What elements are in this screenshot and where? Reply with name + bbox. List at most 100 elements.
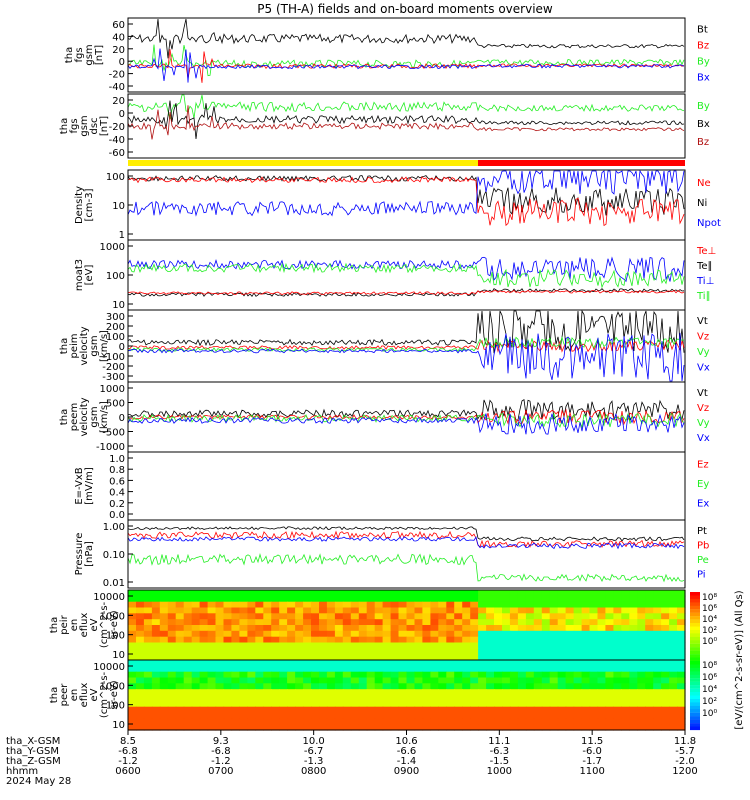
y-tick-label: 1000 bbox=[100, 242, 125, 253]
spectrogram-cell bbox=[223, 660, 233, 667]
spectrogram-cell bbox=[191, 706, 201, 714]
spectrogram-cell bbox=[414, 677, 424, 684]
spectrogram-cell bbox=[549, 689, 559, 696]
spectrogram-cell bbox=[509, 660, 519, 667]
spectrogram-cell bbox=[287, 689, 296, 696]
spectrogram-cell bbox=[557, 619, 567, 626]
spectrogram-cell bbox=[151, 619, 161, 626]
spectrogram-cell bbox=[303, 712, 312, 719]
spectrogram-cell bbox=[565, 695, 575, 702]
spectrogram-cell bbox=[247, 642, 256, 649]
spectrogram-cell bbox=[533, 613, 543, 620]
spectrogram-cell bbox=[183, 660, 193, 667]
spectrogram-cell bbox=[207, 671, 217, 679]
spectrogram-cell bbox=[255, 630, 264, 638]
spectrogram-cell bbox=[382, 590, 392, 597]
spectrogram-cell bbox=[366, 654, 376, 661]
spectrogram-cell bbox=[263, 665, 272, 673]
spectrogram-cell bbox=[311, 607, 320, 614]
spectrogram-cell bbox=[669, 613, 678, 620]
spectrogram-cell bbox=[454, 671, 463, 679]
spectrogram-cell bbox=[303, 607, 312, 614]
spectrogram-cell bbox=[430, 630, 439, 638]
x-tick-label: -6.8 bbox=[118, 746, 138, 757]
spectrogram-cell bbox=[470, 630, 479, 638]
spectrogram-cell bbox=[215, 683, 225, 690]
spectrogram-cell bbox=[199, 625, 209, 632]
spectrogram-cell bbox=[326, 677, 336, 684]
spectrogram-cell bbox=[398, 671, 408, 679]
spectrogram-cell bbox=[374, 700, 384, 708]
y-axis-label-line: Density bbox=[74, 186, 85, 224]
spectrogram-cell bbox=[366, 590, 376, 597]
spectrogram-cell bbox=[215, 677, 225, 684]
y-tick-label: 200 bbox=[106, 322, 125, 333]
spectrogram-cell bbox=[231, 630, 240, 638]
spectrogram-cell bbox=[462, 590, 471, 597]
spectrogram-cell bbox=[319, 630, 328, 638]
spectrogram-cell bbox=[470, 601, 479, 609]
spectrogram-cell bbox=[199, 630, 209, 638]
spectrogram-cell bbox=[422, 706, 431, 714]
spectrogram-cell bbox=[374, 689, 384, 696]
spectrogram-cell bbox=[669, 671, 678, 679]
legend-entry: Te∥ bbox=[696, 261, 713, 272]
x-tick-label: -6.0 bbox=[582, 746, 602, 757]
spectrogram-cell bbox=[215, 625, 225, 632]
spectrogram-cell bbox=[303, 689, 312, 696]
spectrogram-cell bbox=[573, 712, 583, 719]
spectrogram-cell bbox=[151, 660, 161, 667]
spectrogram-cell bbox=[661, 695, 670, 702]
spectrogram-cell bbox=[223, 706, 233, 714]
spectrogram-cell bbox=[334, 724, 344, 731]
spectrogram-cell bbox=[486, 654, 495, 661]
spectrogram-cell bbox=[143, 613, 153, 620]
spectrogram-cell bbox=[303, 671, 312, 679]
panels-group: 6040200-20-40thafgsgsm[nT]BtBzByBx200-20… bbox=[49, 17, 745, 731]
spectrogram-cell bbox=[350, 630, 360, 638]
spectrogram-cell bbox=[390, 648, 400, 655]
spectrogram-cell bbox=[470, 706, 479, 714]
spectrogram-cell bbox=[486, 601, 495, 609]
spectrogram-cell bbox=[589, 630, 599, 638]
x-row-label: 2024 May 28 bbox=[6, 776, 71, 787]
spectrogram-cell bbox=[581, 706, 591, 714]
series-line-Vt bbox=[127, 309, 685, 354]
spectrogram-cell bbox=[255, 648, 264, 655]
spectrogram-cell bbox=[398, 630, 408, 638]
colorbar-swatch bbox=[690, 674, 700, 679]
spectrogram-cell bbox=[159, 648, 169, 655]
y-axis-label-line: velocity bbox=[79, 397, 90, 436]
spectrogram-cell bbox=[263, 607, 272, 614]
spectrogram-cell bbox=[414, 642, 424, 649]
spectrogram-cell bbox=[565, 619, 575, 626]
spectrogram-cell bbox=[581, 590, 591, 597]
spectrogram-cell bbox=[263, 613, 272, 620]
spectrogram-cell bbox=[279, 712, 288, 719]
spectrogram-cell bbox=[541, 665, 551, 673]
spectrogram-cell bbox=[390, 636, 400, 644]
spectrogram-cell bbox=[136, 590, 145, 597]
spectrogram-cell bbox=[287, 671, 296, 679]
spectrogram-cell bbox=[589, 648, 599, 655]
spectrogram-cell bbox=[438, 601, 447, 609]
spectrogram-cell bbox=[255, 665, 264, 673]
spectrogram-cell bbox=[319, 718, 328, 725]
spectrogram-cell bbox=[303, 648, 312, 655]
spectrogram-cell bbox=[366, 689, 376, 696]
spectrogram-cell bbox=[207, 619, 217, 626]
spectrogram-cell bbox=[502, 642, 511, 649]
spectrogram-cell bbox=[533, 695, 543, 702]
spectrogram-cell bbox=[589, 665, 599, 673]
spectrogram-cell bbox=[358, 613, 368, 620]
spectrogram-cell bbox=[326, 595, 336, 603]
spectrogram-cell bbox=[525, 683, 535, 690]
spectrogram-cell bbox=[486, 630, 495, 638]
spectrogram-cell bbox=[414, 712, 424, 719]
colorbar-swatch bbox=[690, 609, 700, 613]
spectrogram-cell bbox=[382, 689, 392, 696]
spectrogram-cell bbox=[128, 671, 137, 679]
spectrogram-cell bbox=[438, 665, 447, 673]
spectrogram-cell bbox=[669, 695, 678, 702]
